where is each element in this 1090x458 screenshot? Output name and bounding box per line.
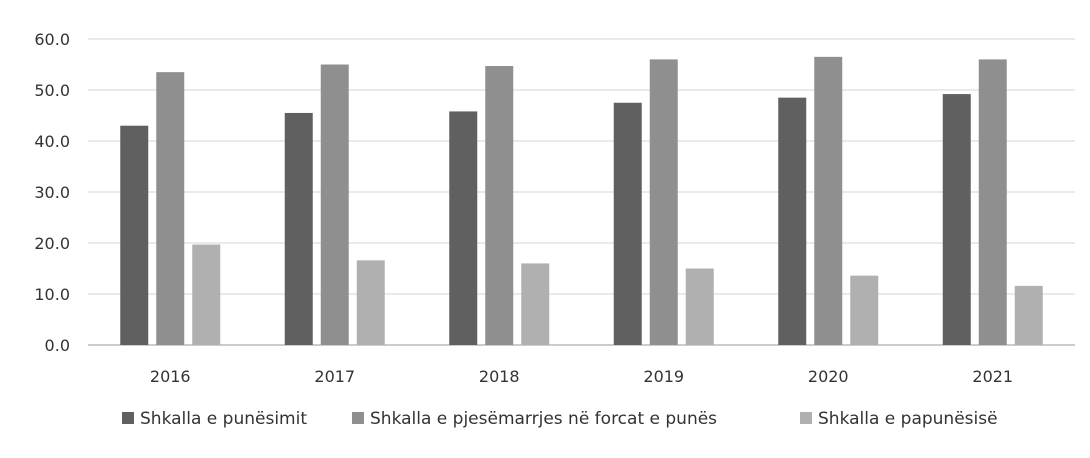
bars (120, 56, 1043, 346)
y-tick-label: 30.0 (34, 183, 70, 202)
bar-2017-series-2 (320, 64, 349, 345)
x-tick-label: 2016 (150, 367, 191, 386)
bar-2021-series-2 (978, 59, 1007, 346)
y-axis-ticks: 0.0 10.0 20.0 30.0 40.0 50.0 60.0 (34, 30, 70, 355)
bar-2021-series-3 (1014, 285, 1043, 345)
bar-2016-series-3 (192, 244, 221, 345)
legend-swatch (800, 412, 812, 424)
x-tick-label: 2020 (808, 367, 849, 386)
x-tick-label: 2017 (314, 367, 355, 386)
bar-2019-series-1 (613, 102, 642, 345)
gridlines (88, 38, 1075, 346)
legend-swatch (122, 412, 134, 424)
bar-2020-series-1 (778, 97, 807, 346)
x-tick-label: 2019 (643, 367, 684, 386)
y-tick-label: 10.0 (34, 285, 70, 304)
legend-label: Shkalla e papunësisë (818, 409, 998, 429)
legend-label: Shkalla e punësimit (140, 409, 307, 429)
x-axis-ticks: 2016 2017 2018 2019 2020 2021 (150, 367, 1013, 386)
bar-2020-series-2 (814, 56, 843, 345)
bar-2016-series-1 (120, 125, 149, 345)
y-tick-label: 0.0 (45, 336, 70, 355)
y-tick-label: 50.0 (34, 81, 70, 100)
x-tick-label: 2018 (479, 367, 520, 386)
bar-2018-series-2 (485, 66, 514, 345)
legend: Shkalla e punësimit Shkalla e pjesëmarrje… (122, 409, 998, 429)
y-tick-label: 40.0 (34, 132, 70, 151)
bar-2018-series-1 (449, 111, 478, 345)
y-tick-label: 20.0 (34, 234, 70, 253)
bar-2021-series-1 (942, 94, 971, 345)
x-tick-label: 2021 (972, 367, 1013, 386)
legend-label: Shkalla e pjesëmarrjes në forcat e punës (370, 409, 717, 429)
y-tick-label: 60.0 (34, 30, 70, 49)
bar-2017-series-3 (356, 260, 385, 345)
bar-2017-series-1 (284, 112, 313, 345)
bar-2018-series-3 (521, 263, 550, 345)
bar-2016-series-2 (156, 72, 185, 346)
bar-2019-series-2 (649, 59, 678, 346)
legend-swatch (352, 412, 364, 424)
bar-2020-series-3 (850, 275, 879, 345)
bar-2019-series-3 (685, 268, 714, 345)
